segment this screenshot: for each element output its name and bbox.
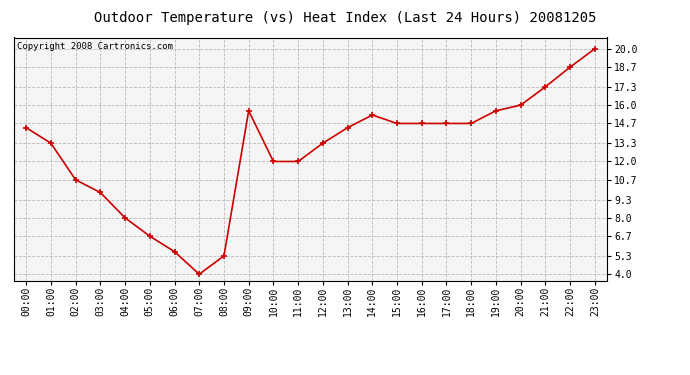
Text: Copyright 2008 Cartronics.com: Copyright 2008 Cartronics.com bbox=[17, 42, 172, 51]
Text: Outdoor Temperature (vs) Heat Index (Last 24 Hours) 20081205: Outdoor Temperature (vs) Heat Index (Las… bbox=[94, 11, 596, 25]
